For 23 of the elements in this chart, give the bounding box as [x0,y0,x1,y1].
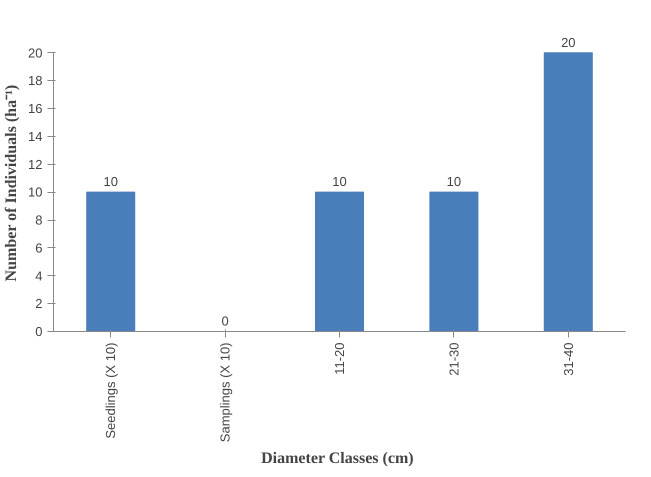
data-label: 20 [561,34,576,50]
x-tick-label: Samplings (X 10) [218,342,233,442]
x-axis-title: Diameter Classes (cm) [261,450,414,468]
y-tick-label: 4 [35,268,43,284]
data-label: 10 [103,174,118,190]
x-tick-label: Seedlings (X 10) [103,342,118,439]
x-tick-label: 31-40 [560,342,576,376]
y-axis-title: Number of Individuals (ha⁻¹) [3,84,20,282]
y-tick-label: 8 [35,212,43,228]
data-label: 0 [221,314,229,328]
data-label: 10 [332,174,347,190]
data-label: 10 [446,174,462,190]
x-tick-label: 21-30 [446,342,462,376]
y-tick-label: 12 [28,156,43,172]
y-tick-label: 18 [28,73,43,88]
y-tick-label: 2 [35,296,43,312]
y-tick-label: 14 [28,128,43,144]
y-tick-label: 0 [35,324,43,339]
y-tick-label: 10 [28,184,43,200]
y-tick-label: 20 [28,45,43,60]
y-tick-label: 16 [28,101,43,116]
y-tick-label: 6 [35,240,43,256]
x-tick-label: 11-20 [332,342,347,375]
